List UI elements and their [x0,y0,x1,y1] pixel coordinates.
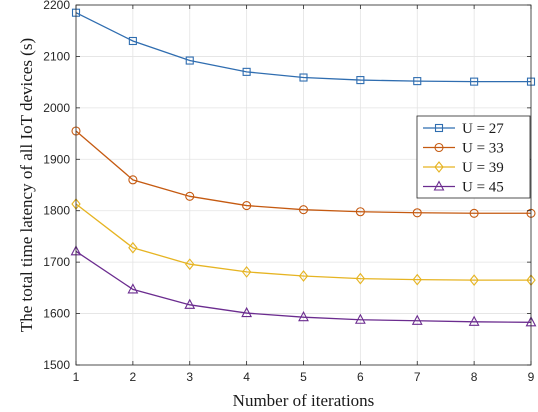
x-tick-label: 1 [73,370,80,384]
series-1 [71,8,536,86]
legend-label: U = 27 [462,121,504,137]
data-point [413,77,422,86]
legend-item: U = 39 [423,160,504,176]
legend-marker [433,180,445,191]
x-tick-label: 7 [414,370,421,384]
x-axis-title: Number of iterations [233,391,375,410]
series-line [75,250,532,323]
x-tick-label: 4 [243,370,250,384]
series-3 [71,198,536,287]
x-tick-label: 9 [528,370,535,384]
data-point [356,76,365,85]
series-line [75,12,531,83]
legend-marker [434,161,444,173]
data-point [469,274,479,287]
data-point [185,258,195,271]
y-tick-label: 1900 [43,152,70,166]
y-tick-label: 1600 [43,307,70,321]
data-point [469,208,479,218]
legend: U = 27 U = 33 U = 39 U = 45 [416,115,531,199]
legend-label: U = 33 [462,141,504,157]
data-point [299,73,308,82]
tick-labels: 1 2 3 4 5 6 7 8 9 1500 1600 1700 1800 1900 2000 2100 220… [43,0,534,384]
x-tick-label: 6 [357,370,364,384]
data-point [185,191,195,201]
data-point [298,310,309,322]
legend-marker [434,142,444,153]
x-tick-label: 2 [130,370,137,384]
data-point [468,315,480,326]
y-tick-label: 1800 [43,204,70,218]
data-point [127,283,139,294]
data-point [412,208,422,218]
legend-marker [434,123,444,133]
series-line [75,130,531,214]
data-point [128,175,138,185]
data-point [298,270,309,282]
series-line [75,203,531,281]
x-tick-label: 8 [471,370,478,384]
data-point [355,207,365,217]
y-tick-label: 2000 [43,101,70,115]
legend-item: U = 27 [423,121,504,137]
series-4 [70,245,537,327]
data-point [470,77,479,86]
data-point [241,266,252,278]
y-tick-label: 1500 [43,358,70,372]
x-tick-label: 3 [186,370,193,384]
y-tick-label: 2200 [43,0,70,12]
y-tick-label: 1700 [43,255,70,269]
legend-label: U = 45 [462,180,504,196]
data-point [184,298,196,309]
data-point [242,67,251,76]
data-point [241,306,253,318]
data-point [128,241,138,254]
data-point [355,272,366,285]
y-tick-label: 2100 [43,49,70,63]
x-tick-label: 5 [300,370,307,384]
y-axis-title: The total time latency of all IoT device… [17,38,36,332]
data-point [298,205,309,215]
legend-item: U = 33 [423,141,504,157]
data-point [185,56,194,65]
legend-item: U = 45 [423,180,504,196]
data-point [411,314,423,325]
data-point [412,273,422,286]
data-point [242,201,252,211]
legend-label: U = 39 [462,160,504,176]
series-2 [71,126,536,218]
series-layer [70,8,537,327]
data-point [354,313,366,324]
data-point [128,36,137,46]
